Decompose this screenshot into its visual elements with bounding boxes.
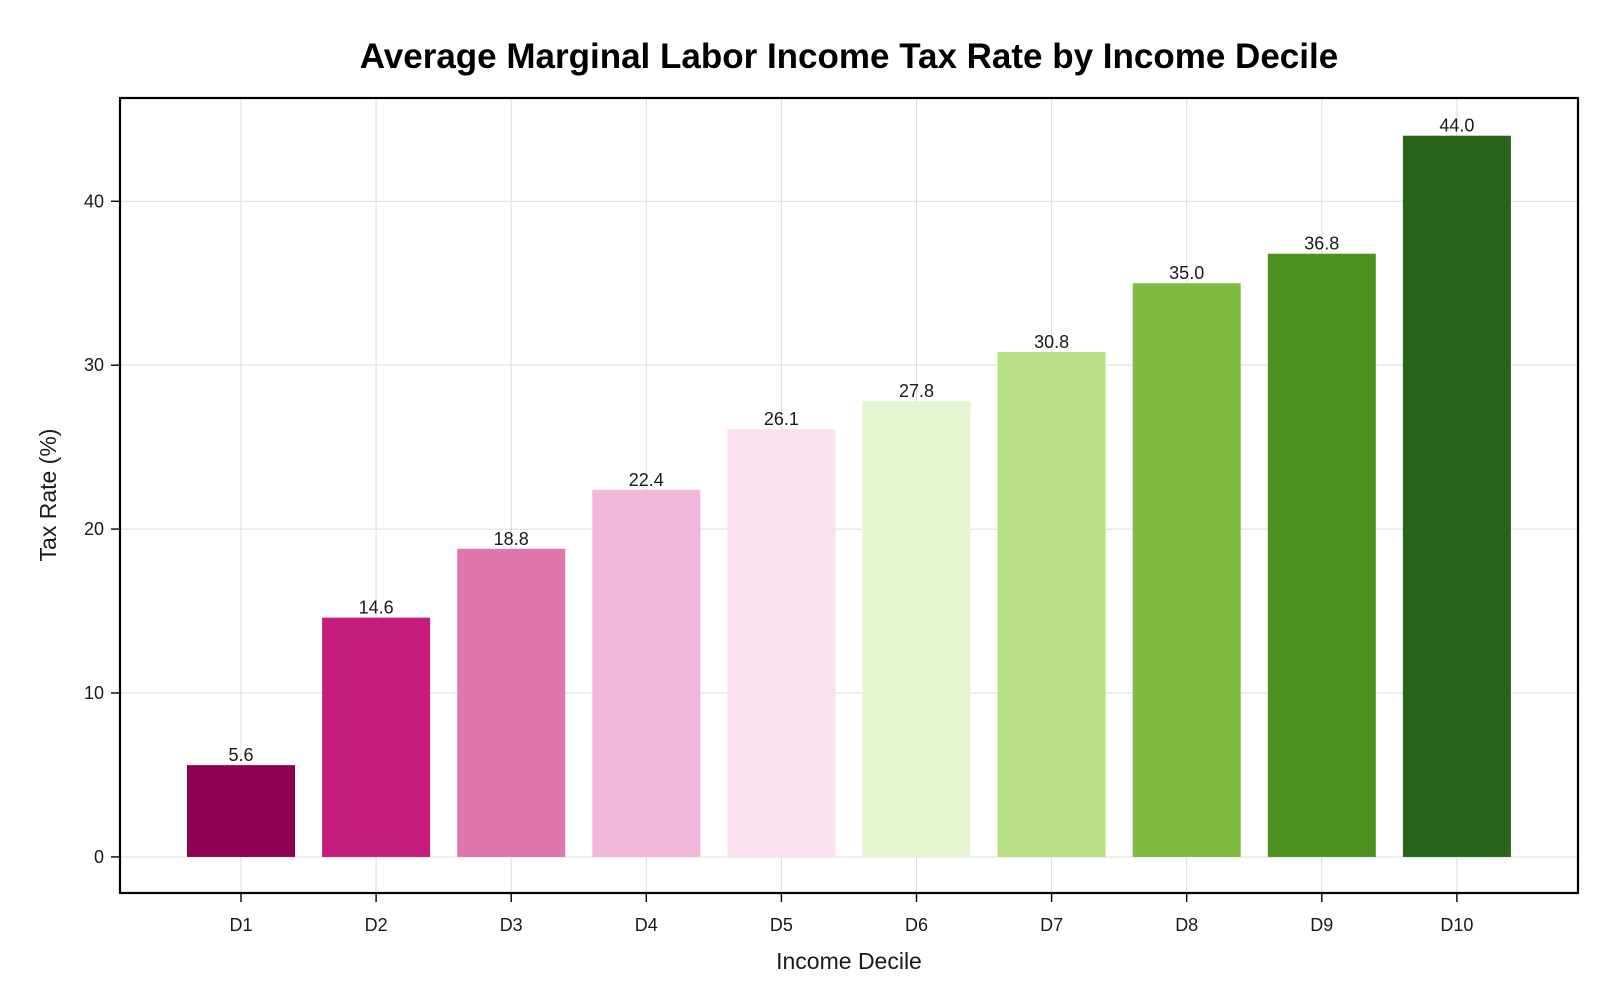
x-tick-label-d9: D9 xyxy=(1310,915,1333,935)
data-label-d2: 14.6 xyxy=(359,598,394,618)
data-label-d10: 44.0 xyxy=(1439,116,1474,136)
data-label-d4: 22.4 xyxy=(629,470,664,490)
plot-frame xyxy=(118,96,1580,895)
bar-d8 xyxy=(1132,283,1241,857)
x-tick-label-d4: D4 xyxy=(635,915,658,935)
y-tick-label: 0 xyxy=(94,847,104,867)
tick-layer: 0 10 20 30 40 D1 D2 D3 D4 D5 D6 D7 D8 D9 D10 xyxy=(84,191,1473,935)
data-label-d5: 26.1 xyxy=(764,409,799,429)
x-axis-label: Income Decile xyxy=(776,948,922,974)
x-tick-label-d6: D6 xyxy=(905,915,928,935)
bar-d1 xyxy=(187,765,295,857)
data-label-d7: 30.8 xyxy=(1034,332,1069,352)
data-label-d9: 36.8 xyxy=(1304,234,1339,254)
data-label-d6: 27.8 xyxy=(899,381,934,401)
chart-title: Average Marginal Labor Income Tax Rate b… xyxy=(360,37,1338,76)
y-tick-label: 40 xyxy=(84,191,104,211)
x-tick-label-d10: D10 xyxy=(1440,915,1473,935)
bar-d7 xyxy=(997,352,1106,857)
bar-d10 xyxy=(1402,135,1511,857)
bar-d6 xyxy=(862,401,971,857)
x-tick-label-d1: D1 xyxy=(229,915,252,935)
bar-d2 xyxy=(322,617,431,857)
x-tick-label-d7: D7 xyxy=(1040,915,1063,935)
data-label-d8: 35.0 xyxy=(1169,263,1204,283)
x-tick-label-d5: D5 xyxy=(770,915,793,935)
bar-d4 xyxy=(592,489,701,857)
data-label-d1: 5.6 xyxy=(228,745,253,765)
x-tick-label-d3: D3 xyxy=(500,915,523,935)
bar-d3 xyxy=(457,548,566,857)
data-label-layer: 5.6 14.6 18.8 22.4 26.1 27.8 30.8 35.0 36.8 44.0 xyxy=(228,116,1474,765)
y-tick-label: 10 xyxy=(84,683,104,703)
y-axis-label: Tax Rate (%) xyxy=(35,429,61,562)
y-tick-label: 20 xyxy=(84,519,104,539)
bar-d9 xyxy=(1267,253,1376,857)
x-tick-label-d2: D2 xyxy=(365,915,388,935)
data-label-d3: 18.8 xyxy=(494,529,529,549)
bar-d5 xyxy=(727,429,836,857)
bar-layer xyxy=(187,135,1511,857)
y-tick-label: 30 xyxy=(84,355,104,375)
x-tick-label-d8: D8 xyxy=(1175,915,1198,935)
